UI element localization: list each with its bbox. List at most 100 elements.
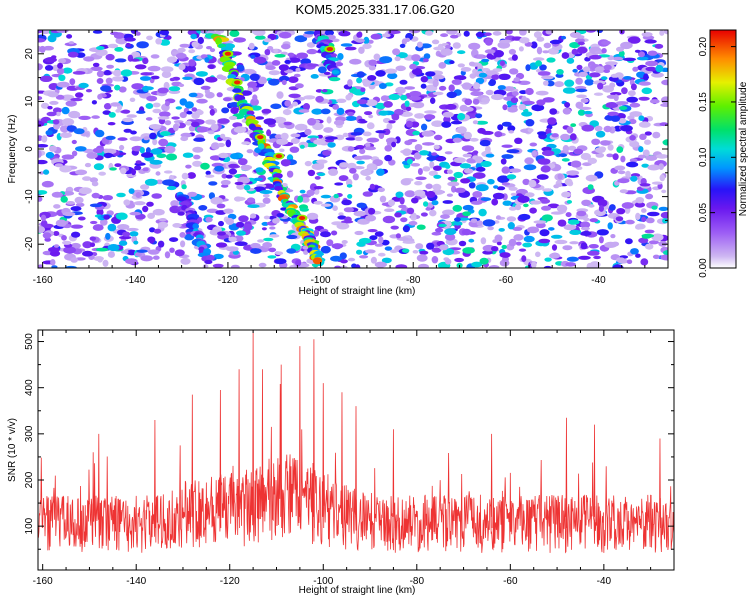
heatmap-cell — [73, 128, 85, 135]
heatmap-cell — [404, 100, 410, 107]
heatmap-cell — [284, 100, 292, 107]
heatmap-cell — [389, 249, 398, 253]
heatmap-cell — [412, 130, 421, 136]
heatmap-cell — [537, 158, 551, 165]
heatmap-cell — [42, 232, 52, 239]
heatmap-cell — [423, 53, 431, 60]
heatmap-cell — [221, 107, 230, 114]
heatmap-cell — [468, 61, 476, 67]
heatmap-cell — [508, 130, 514, 134]
heatmap-cell — [638, 154, 646, 159]
heatmap-cell — [82, 176, 92, 181]
heatmap-cell — [569, 229, 582, 235]
heatmap-cell — [171, 116, 180, 120]
heatmap-cell — [345, 137, 357, 141]
heatmap-cell — [294, 35, 308, 43]
heatmap-cell — [628, 90, 636, 97]
heatmap-cell — [535, 222, 546, 229]
heatmap-cell — [370, 33, 382, 40]
heatmap-cell — [600, 140, 611, 146]
heatmap-cell — [192, 160, 203, 167]
heatmap-cell — [576, 64, 583, 71]
heatmap-cells — [38, 30, 668, 268]
heatmap-cell — [149, 132, 157, 140]
figure-title: KOM5.2025.331.17.06.G20 — [295, 2, 454, 17]
heatmap-cell — [374, 231, 384, 237]
heatmap-cell — [402, 148, 412, 156]
ridge-cell — [192, 223, 199, 230]
heatmap-cell — [444, 233, 456, 241]
heatmap-cell — [38, 38, 46, 43]
heatmap-cell — [408, 221, 418, 226]
heatmap-cell — [556, 204, 568, 213]
heatmap-cell — [402, 225, 410, 233]
heatmap-cell — [612, 153, 619, 161]
heatmap-cell — [563, 224, 577, 231]
heatmap-cell — [532, 57, 545, 61]
heatmap-cell — [647, 50, 658, 56]
heatmap-cell — [38, 264, 44, 268]
heatmap-cell — [45, 151, 55, 159]
heatmap-cell — [247, 204, 260, 208]
heatmap-cell — [410, 212, 417, 219]
heatmap-cell — [62, 211, 76, 217]
heatmap-cell — [163, 81, 170, 90]
heatmap-cell — [56, 67, 65, 75]
heatmap-cell — [38, 190, 48, 195]
heatmap-cell — [412, 101, 425, 109]
heatmap-cell — [381, 33, 391, 38]
heatmap-cell — [569, 133, 577, 141]
heatmap-cell — [431, 247, 442, 253]
heatmap-cell — [416, 41, 423, 48]
heatmap-cell — [43, 169, 50, 175]
heatmap-cell — [541, 75, 554, 80]
heatmap-cell — [96, 208, 104, 216]
heatmap-cell — [191, 107, 198, 112]
heatmap-cell — [594, 66, 606, 74]
heatmap-cell — [271, 60, 281, 66]
heatmap-cell — [640, 258, 649, 266]
heatmap-cell — [264, 49, 271, 56]
heatmap-cell — [135, 31, 141, 36]
heatmap-cell — [365, 99, 378, 107]
heatmap-cell — [513, 234, 524, 241]
heatmap-cell — [460, 178, 471, 184]
heatmap-cell — [651, 181, 663, 185]
heatmap-cell — [173, 120, 184, 124]
heatmap-cell — [255, 167, 264, 173]
heatmap-cell — [91, 181, 99, 187]
heatmap-cell — [487, 226, 494, 231]
heatmap-cell — [349, 167, 357, 174]
heatmap-cell — [381, 257, 392, 264]
heatmap-cell — [159, 39, 171, 46]
heatmap-cell — [115, 109, 121, 113]
heatmap-cell — [382, 128, 391, 135]
heatmap-cell — [395, 65, 406, 72]
heatmap-cell — [378, 131, 385, 139]
heatmap-cell — [394, 56, 401, 62]
heatmap-cell — [400, 111, 413, 117]
heatmap-cell — [496, 186, 506, 191]
heatmap-cell — [193, 154, 201, 160]
heatmap-cell — [131, 168, 137, 176]
heatmap-cell — [478, 208, 487, 217]
heatmap-cell — [425, 190, 436, 199]
heatmap-cell — [122, 231, 131, 237]
heatmap-cell — [542, 150, 555, 157]
heatmap-cell — [221, 184, 229, 188]
heatmap-cell — [364, 111, 373, 116]
heatmap-cell — [338, 30, 351, 37]
heatmap-cell — [250, 213, 257, 219]
heatmap-cell — [268, 247, 277, 253]
heatmap-cell — [388, 120, 396, 124]
heatmap-cell — [519, 37, 530, 44]
heatmap-cell — [346, 111, 355, 117]
heatmap-cell — [400, 94, 408, 101]
heatmap-cell — [399, 79, 408, 85]
heatmap-cell — [531, 261, 537, 268]
heatmap-cell — [209, 48, 216, 53]
heatmap-cell — [642, 149, 650, 157]
heatmap-cell — [220, 133, 226, 139]
